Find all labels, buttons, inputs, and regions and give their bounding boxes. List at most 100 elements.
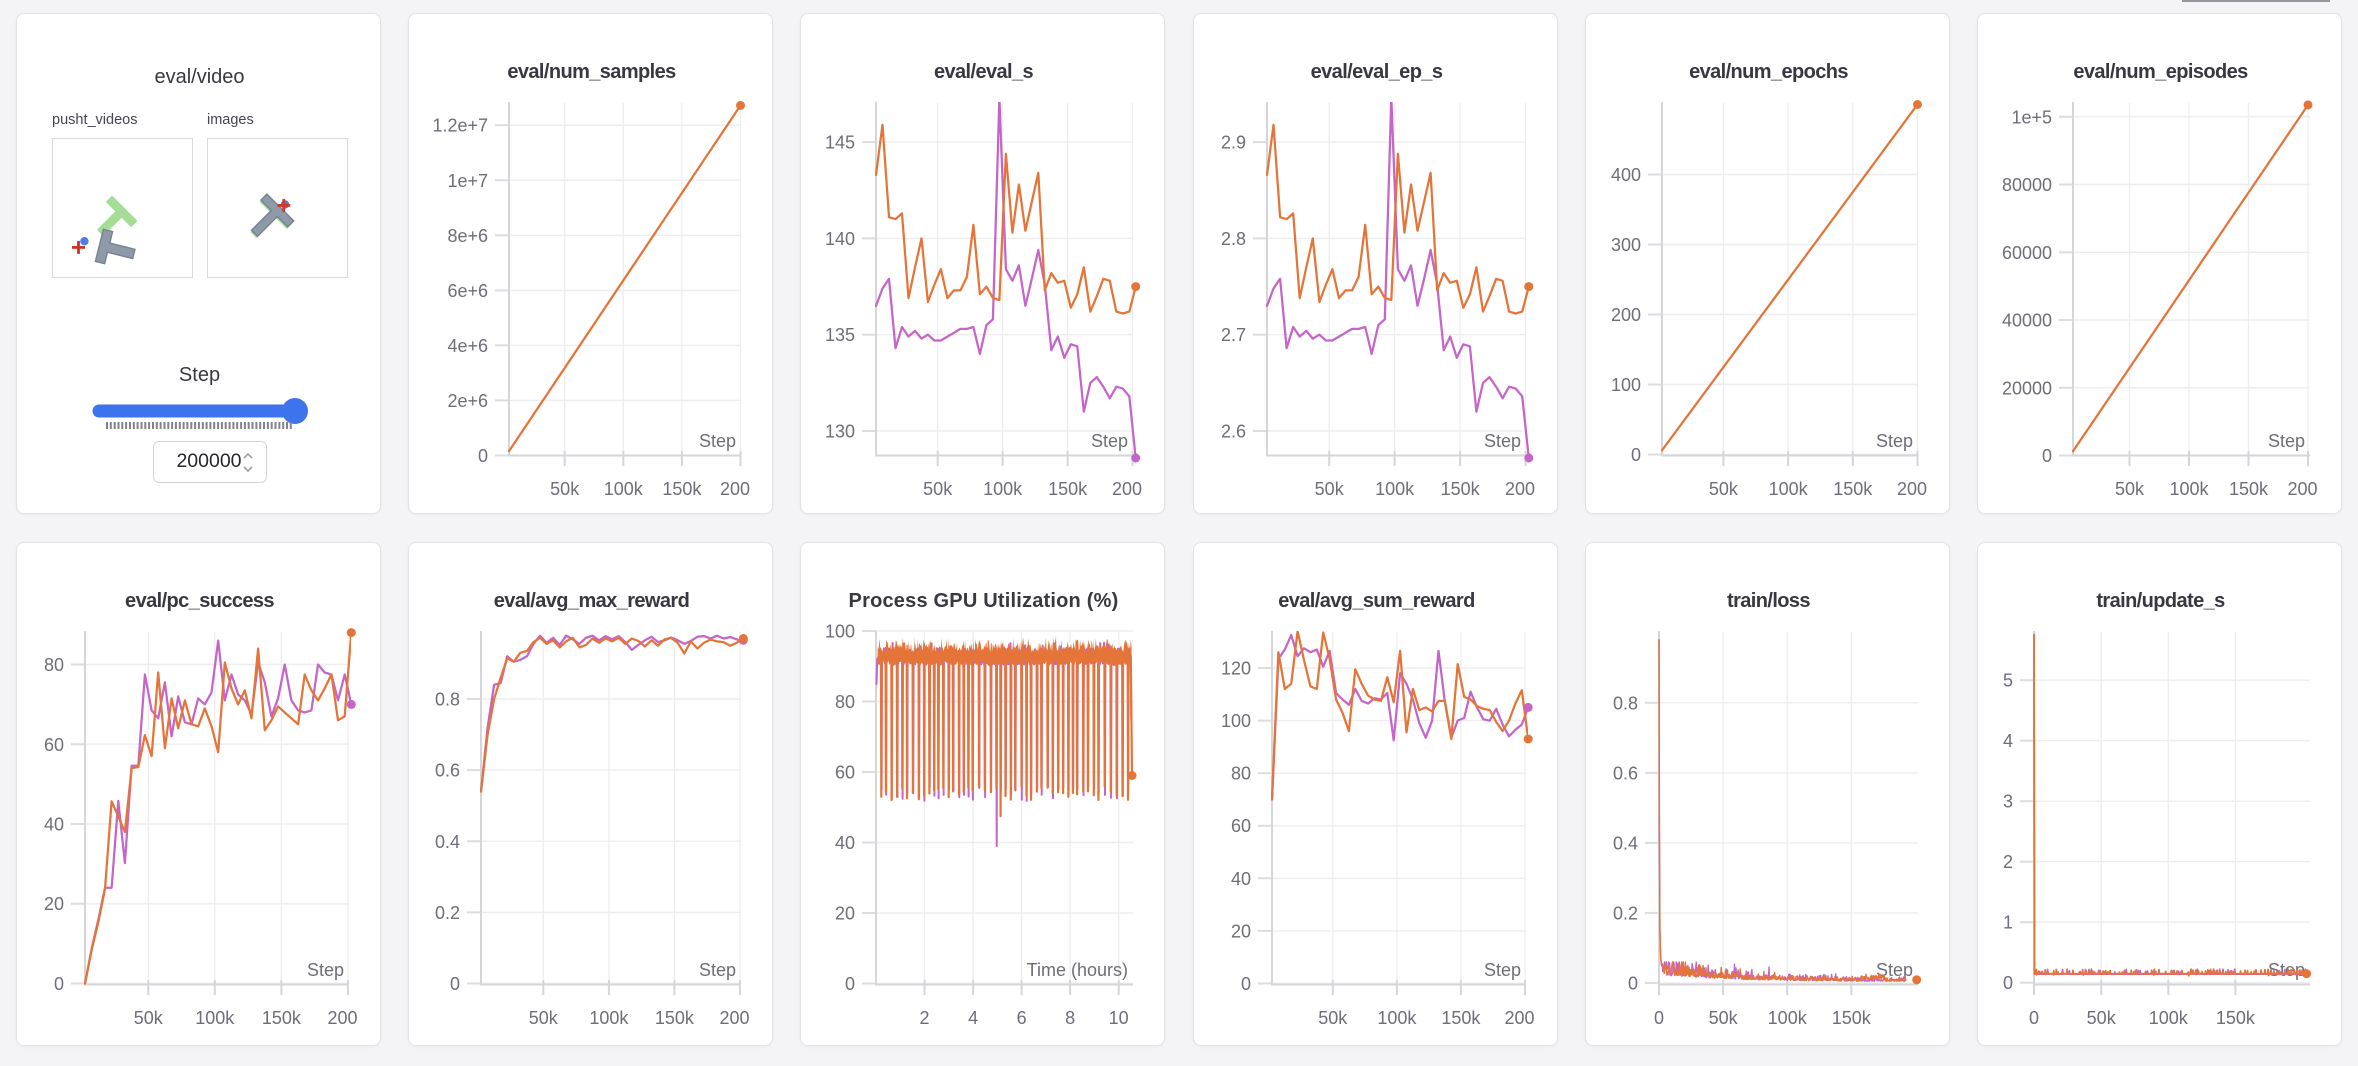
svg-text:145: 145 <box>825 133 855 153</box>
svg-text:60000: 60000 <box>2002 243 2052 263</box>
svg-text:2: 2 <box>919 1008 929 1028</box>
svg-text:0.4: 0.4 <box>435 832 460 852</box>
svg-text:50k: 50k <box>2115 479 2145 499</box>
svg-text:1.2e+7: 1.2e+7 <box>432 116 488 136</box>
svg-text:0.4: 0.4 <box>1613 833 1638 853</box>
svg-text:100: 100 <box>1611 375 1641 395</box>
svg-text:40: 40 <box>44 815 64 835</box>
svg-text:8e+6: 8e+6 <box>447 226 488 246</box>
svg-text:0: 0 <box>845 974 855 994</box>
svg-text:120: 120 <box>1221 659 1251 679</box>
svg-text:80: 80 <box>835 692 855 712</box>
svg-text:0: 0 <box>450 974 460 994</box>
svg-text:Step: Step <box>1484 431 1521 451</box>
svg-text:135: 135 <box>825 325 855 345</box>
svg-text:100k: 100k <box>983 479 1023 499</box>
svg-text:200: 200 <box>720 479 750 499</box>
svg-text:50k: 50k <box>1709 1008 1739 1028</box>
svg-text:40: 40 <box>1231 869 1251 889</box>
svg-text:8: 8 <box>1065 1008 1075 1028</box>
svg-text:150k: 150k <box>2229 479 2269 499</box>
svg-text:150k: 150k <box>2216 1008 2256 1028</box>
svg-text:100k: 100k <box>195 1008 235 1028</box>
svg-text:6e+6: 6e+6 <box>447 281 488 301</box>
svg-text:50k: 50k <box>923 479 953 499</box>
svg-text:eval/avg_max_reward: eval/avg_max_reward <box>494 590 689 612</box>
svg-text:0: 0 <box>1631 445 1641 465</box>
svg-text:60: 60 <box>44 735 64 755</box>
svg-text:0: 0 <box>1654 1008 1664 1028</box>
svg-text:40: 40 <box>835 833 855 853</box>
svg-text:40000: 40000 <box>2002 311 2052 331</box>
svg-text:50k: 50k <box>134 1008 164 1028</box>
svg-text:100k: 100k <box>2149 1008 2189 1028</box>
svg-text:140: 140 <box>825 229 855 249</box>
svg-text:200: 200 <box>1112 479 1142 499</box>
svg-text:150k: 150k <box>655 1008 695 1028</box>
svg-text:1: 1 <box>2003 913 2013 933</box>
svg-text:20: 20 <box>835 904 855 924</box>
svg-text:Process GPU Utilization (%): Process GPU Utilization (%) <box>849 590 1119 612</box>
svg-text:80: 80 <box>1231 764 1251 784</box>
svg-text:0.2: 0.2 <box>1613 903 1638 923</box>
svg-text:60: 60 <box>835 763 855 783</box>
svg-text:150k: 150k <box>262 1008 302 1028</box>
svg-text:400: 400 <box>1611 165 1641 185</box>
svg-text:eval/avg_sum_reward: eval/avg_sum_reward <box>1278 590 1475 612</box>
svg-text:130: 130 <box>825 422 855 442</box>
svg-text:50k: 50k <box>2087 1008 2117 1028</box>
svg-text:50k: 50k <box>1709 479 1739 499</box>
svg-text:0.6: 0.6 <box>435 761 460 781</box>
svg-text:0: 0 <box>1241 974 1251 994</box>
svg-text:2.7: 2.7 <box>1221 325 1246 345</box>
svg-text:0: 0 <box>1628 974 1638 994</box>
svg-text:eval/pc_success: eval/pc_success <box>125 590 274 612</box>
svg-text:0: 0 <box>54 974 64 994</box>
svg-text:eval/num_epochs: eval/num_epochs <box>1689 61 1848 83</box>
svg-text:150k: 150k <box>1441 479 1481 499</box>
svg-text:Step: Step <box>699 431 736 451</box>
svg-text:10: 10 <box>1109 1008 1129 1028</box>
svg-text:2.9: 2.9 <box>1221 133 1246 153</box>
svg-text:100k: 100k <box>2169 479 2209 499</box>
svg-text:0.8: 0.8 <box>435 690 460 710</box>
svg-text:50k: 50k <box>1318 1008 1348 1028</box>
svg-text:200: 200 <box>1505 479 1535 499</box>
svg-text:50k: 50k <box>1315 479 1345 499</box>
svg-text:200: 200 <box>1897 479 1927 499</box>
svg-text:Step: Step <box>1876 431 1913 451</box>
svg-text:200: 200 <box>327 1008 357 1028</box>
svg-text:6: 6 <box>1017 1008 1027 1028</box>
svg-text:2.6: 2.6 <box>1221 422 1246 442</box>
svg-text:1e+5: 1e+5 <box>2011 107 2052 127</box>
svg-text:100: 100 <box>825 622 855 642</box>
svg-text:100k: 100k <box>1377 1008 1417 1028</box>
svg-text:eval/eval_s: eval/eval_s <box>934 61 1034 83</box>
svg-text:80000: 80000 <box>2002 175 2052 195</box>
svg-text:2e+6: 2e+6 <box>447 391 488 411</box>
svg-text:150k: 150k <box>1441 1008 1481 1028</box>
svg-text:150k: 150k <box>1833 479 1873 499</box>
svg-text:200: 200 <box>2287 479 2317 499</box>
svg-text:4: 4 <box>968 1008 978 1028</box>
svg-text:200: 200 <box>719 1008 749 1028</box>
svg-text:0: 0 <box>478 446 488 466</box>
svg-text:80: 80 <box>44 655 64 675</box>
svg-text:4e+6: 4e+6 <box>447 336 488 356</box>
svg-text:200: 200 <box>1504 1008 1534 1028</box>
svg-text:0.8: 0.8 <box>1613 693 1638 713</box>
svg-text:0.2: 0.2 <box>435 903 460 923</box>
svg-text:100k: 100k <box>589 1008 629 1028</box>
svg-text:150k: 150k <box>662 479 702 499</box>
svg-text:0: 0 <box>2003 973 2013 993</box>
svg-text:1e+7: 1e+7 <box>447 171 488 191</box>
svg-text:20: 20 <box>1231 921 1251 941</box>
svg-text:20000: 20000 <box>2002 378 2052 398</box>
svg-text:3: 3 <box>2003 792 2013 812</box>
svg-text:Step: Step <box>1876 960 1913 980</box>
svg-text:0: 0 <box>2042 446 2052 466</box>
svg-text:100k: 100k <box>1768 1008 1808 1028</box>
svg-text:2: 2 <box>2003 852 2013 872</box>
svg-text:0.6: 0.6 <box>1613 763 1638 783</box>
svg-text:eval/num_episodes: eval/num_episodes <box>2073 61 2248 83</box>
